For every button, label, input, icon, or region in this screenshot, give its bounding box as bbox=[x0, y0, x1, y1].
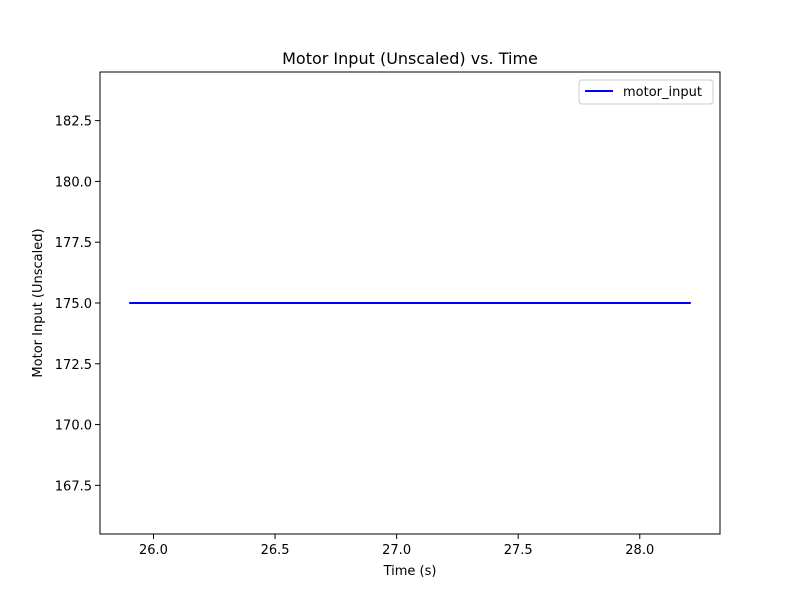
y-tick-label: 177.5 bbox=[55, 236, 92, 251]
x-tick-label: 26.0 bbox=[139, 543, 168, 558]
x-tick-label: 28.0 bbox=[625, 543, 654, 558]
y-axis-ticks: 167.5 170.0 172.5 175.0 177.5 180.0 182.5 bbox=[55, 115, 100, 494]
x-tick-label: 27.5 bbox=[504, 543, 533, 558]
x-tick-label: 26.5 bbox=[261, 543, 290, 558]
y-tick-label: 175.0 bbox=[55, 297, 92, 312]
y-tick-label: 180.0 bbox=[55, 175, 92, 190]
chart-title: Motor Input (Unscaled) vs. Time bbox=[282, 49, 538, 68]
x-tick-label: 27.0 bbox=[382, 543, 411, 558]
y-tick-label: 172.5 bbox=[55, 358, 92, 373]
y-tick-label: 167.5 bbox=[55, 479, 92, 494]
x-axis-ticks: 26.0 26.5 27.0 27.5 28.0 bbox=[139, 534, 654, 558]
legend: motor_input bbox=[578, 79, 714, 105]
y-axis-label: Motor Input (Unscaled) bbox=[31, 228, 46, 377]
x-axis-label: Time (s) bbox=[383, 564, 437, 579]
legend-label-motor-input: motor_input bbox=[623, 85, 702, 100]
y-tick-label: 170.0 bbox=[55, 419, 92, 434]
y-tick-label: 182.5 bbox=[55, 115, 92, 130]
legend-box bbox=[578, 79, 714, 105]
